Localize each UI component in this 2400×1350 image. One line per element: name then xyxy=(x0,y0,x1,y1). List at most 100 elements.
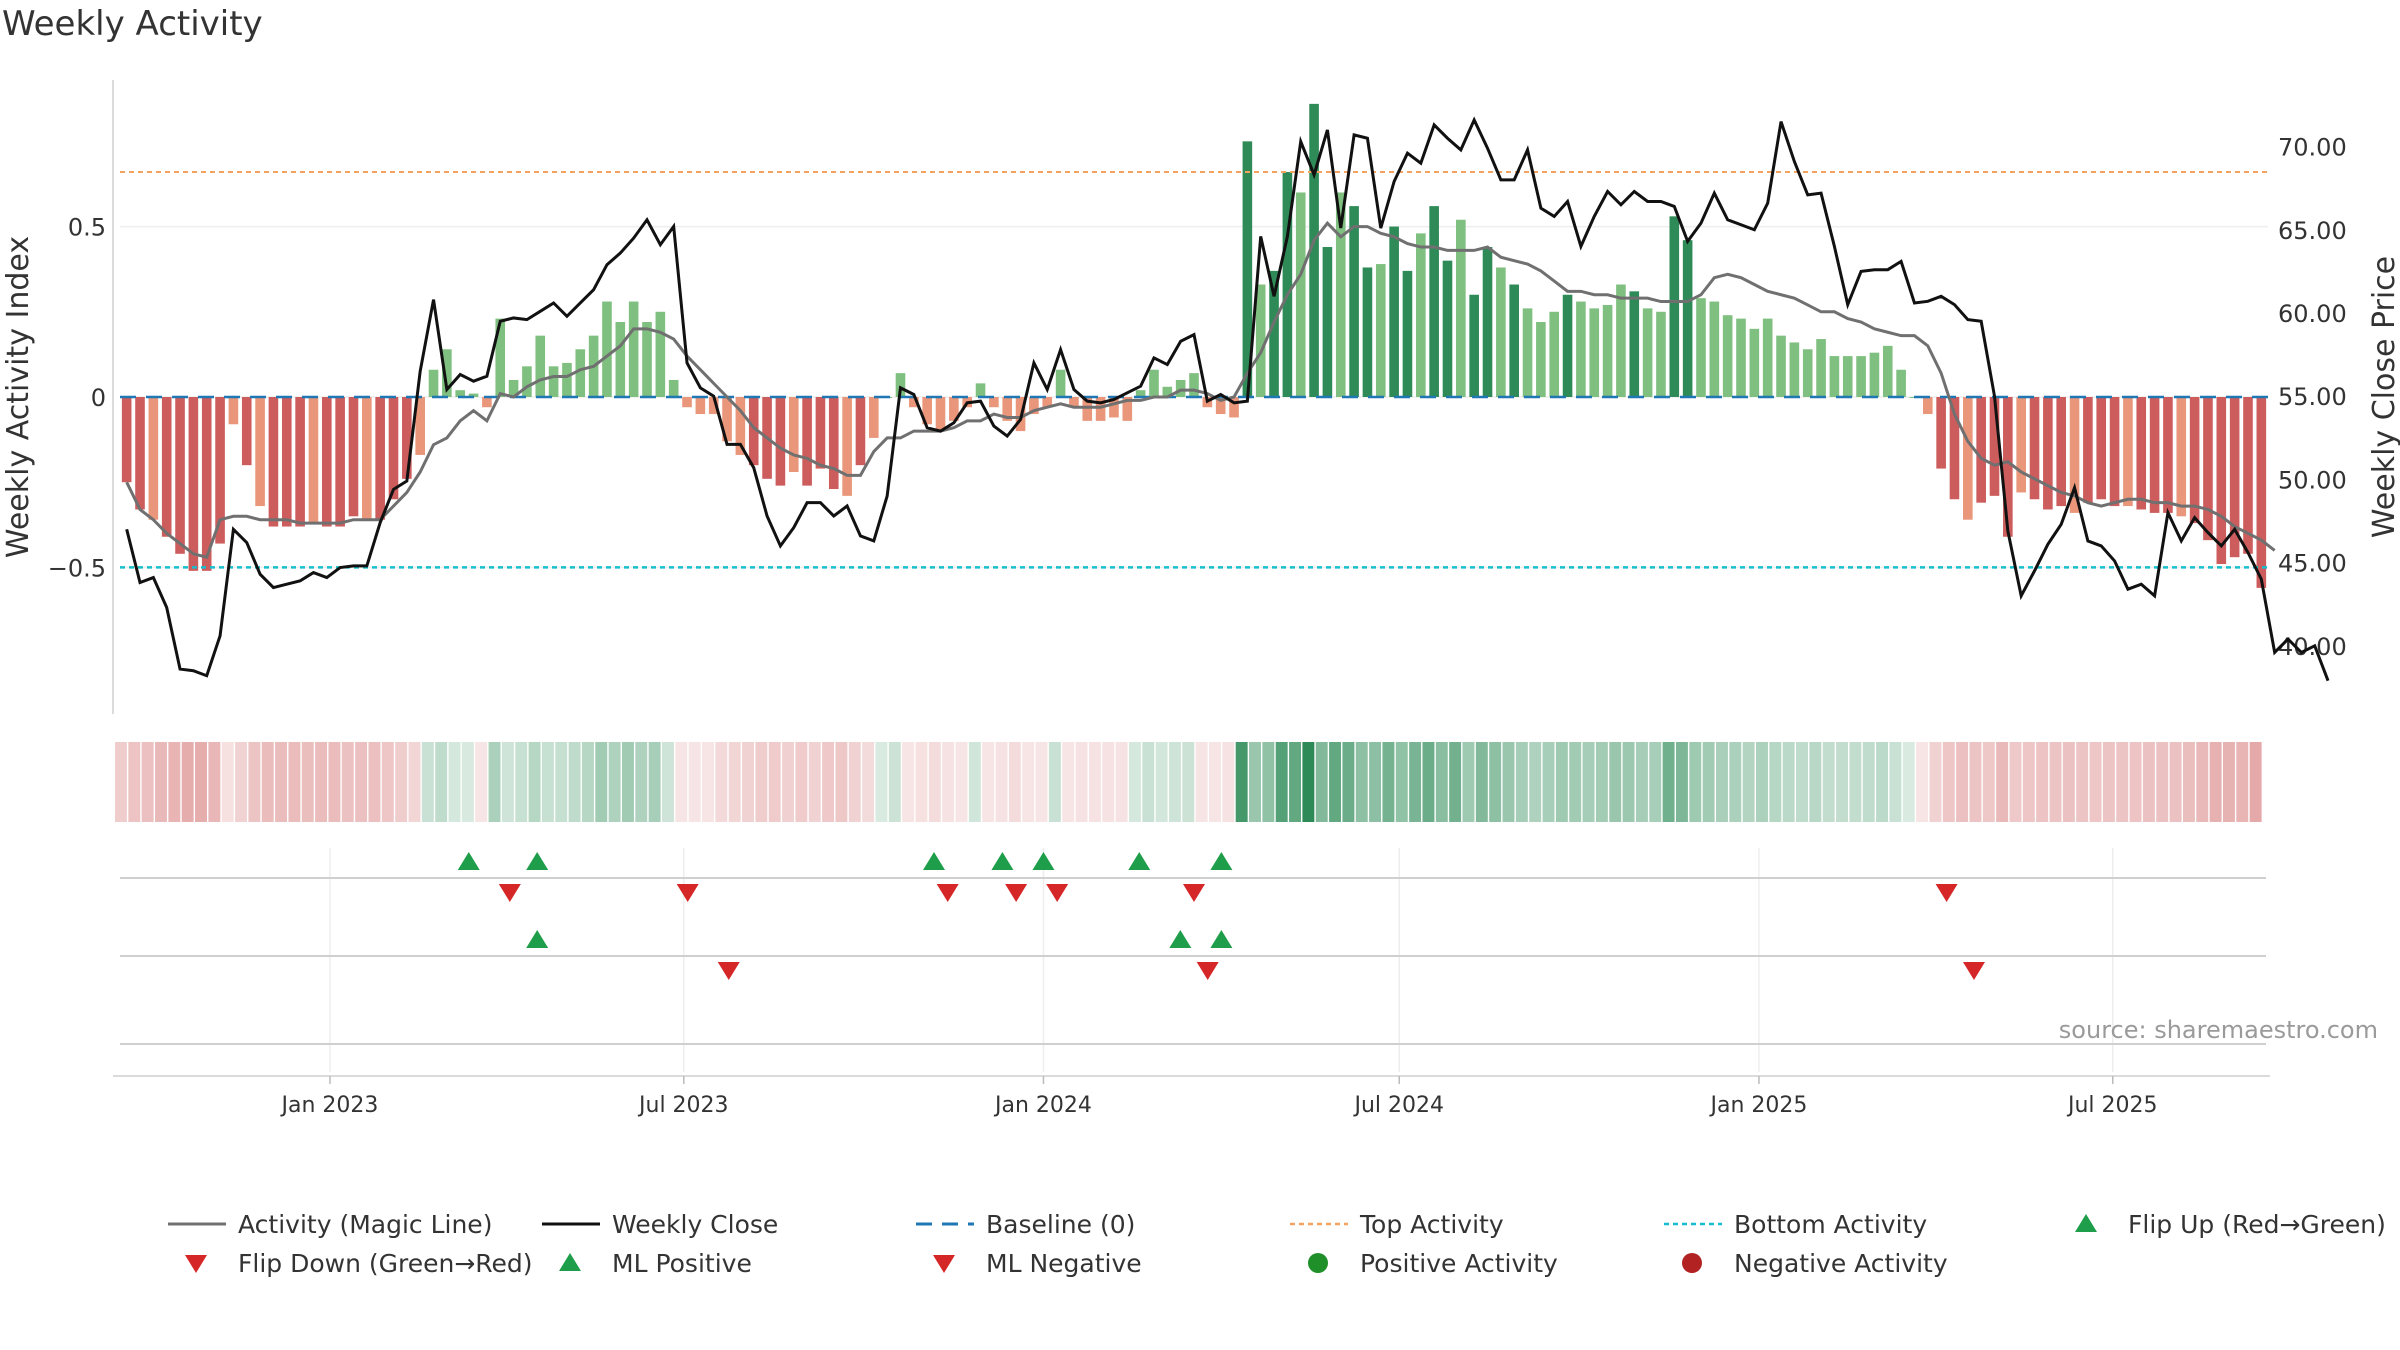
activity-bar xyxy=(2096,397,2107,500)
heat-cell xyxy=(2009,742,2022,822)
legend-label: Flip Down (Green→Red) xyxy=(238,1249,533,1278)
activity-bar xyxy=(535,335,546,397)
heat-cell xyxy=(341,742,354,822)
flip-up-marker xyxy=(1032,852,1055,870)
activity-bar xyxy=(415,397,425,455)
activity-bar xyxy=(868,397,879,438)
activity-bar xyxy=(468,393,479,397)
heat-cell xyxy=(2169,742,2182,822)
heat-cell xyxy=(1235,742,1248,822)
flip-up-marker xyxy=(526,852,549,870)
legend-label: Flip Up (Red→Green) xyxy=(2128,1210,2386,1239)
activity-bar xyxy=(735,397,746,455)
activity-bar xyxy=(215,397,225,544)
legend-item: Flip Up (Red→Green) xyxy=(2075,1210,2386,1239)
heat-cell xyxy=(541,742,554,822)
activity-bar xyxy=(668,379,679,397)
activity-bar xyxy=(1963,397,1973,520)
x-tick-label: Jul 2023 xyxy=(637,1093,729,1118)
activity-bar xyxy=(1989,397,2000,496)
activity-bar xyxy=(1842,356,1853,397)
legend-label: ML Negative xyxy=(986,1249,1142,1278)
activity-bar xyxy=(1362,267,1373,397)
heat-cell xyxy=(1409,742,1422,822)
activity-bar xyxy=(1295,192,1306,397)
activity-bar xyxy=(655,311,666,397)
activity-bar xyxy=(1029,397,1039,415)
heat-cell xyxy=(1489,742,1502,822)
flip-down-marker xyxy=(498,884,521,902)
heat-cell xyxy=(1942,742,1955,822)
heat-cell xyxy=(488,742,501,822)
activity-bar xyxy=(2243,397,2253,554)
legend-item: Activity (Magic Line) xyxy=(168,1210,492,1239)
heat-cell xyxy=(461,742,474,822)
activity-bar xyxy=(1282,172,1293,397)
heat-cell xyxy=(448,742,461,822)
activity-bar xyxy=(1549,311,1560,397)
heat-cell xyxy=(1649,742,1662,822)
heat-cell xyxy=(808,742,821,822)
heat-cell xyxy=(1168,742,1181,822)
activity-bar xyxy=(188,397,199,571)
heat-cell xyxy=(862,742,875,822)
heat-cell xyxy=(968,742,981,822)
heat-cell xyxy=(168,742,181,822)
heat-cell xyxy=(2182,742,2195,822)
y2-tick-label: 45.00 xyxy=(2278,550,2347,578)
x-tick-label: Jul 2025 xyxy=(2066,1093,2158,1118)
activity-bar xyxy=(1109,397,1119,418)
heat-cell xyxy=(1729,742,1742,822)
activity-bar xyxy=(1976,397,1986,503)
activity-bar xyxy=(1069,397,1079,408)
activity-bar xyxy=(1375,264,1386,397)
y2-tick-label: 60.00 xyxy=(2278,300,2347,328)
legend-label: Top Activity xyxy=(1359,1210,1504,1239)
heat-cell xyxy=(822,742,835,822)
activity-bar xyxy=(1589,308,1600,397)
y2-tick-label: 55.00 xyxy=(2278,383,2347,411)
activity-bar xyxy=(121,397,132,483)
activity-bar xyxy=(1829,356,1840,397)
heat-cell xyxy=(1462,742,1475,822)
heat-cell xyxy=(128,742,141,822)
activity-bar xyxy=(522,366,532,397)
y2-tick-label: 50.00 xyxy=(2278,466,2347,494)
activity-bar xyxy=(402,397,412,479)
heat-cell xyxy=(221,742,234,822)
heat-cell xyxy=(768,742,781,822)
activity-bar xyxy=(575,349,586,397)
activity-bar xyxy=(1642,308,1653,397)
heat-cell xyxy=(2036,742,2049,822)
legend-swatch xyxy=(559,1253,581,1271)
heat-cell xyxy=(1662,742,1675,822)
activity-bar xyxy=(748,397,759,466)
activity-bar xyxy=(1416,233,1426,397)
legend-item: Flip Down (Green→Red) xyxy=(185,1249,533,1278)
y-tick-label: −0.5 xyxy=(48,554,106,582)
heat-cell xyxy=(1475,742,1488,822)
activity-bar xyxy=(1255,284,1266,397)
heat-cell xyxy=(1369,742,1382,822)
heat-cell xyxy=(155,742,167,822)
activity-bar xyxy=(1776,335,1786,397)
heat-cell xyxy=(955,742,968,822)
heat-cell xyxy=(1395,742,1408,822)
heat-cell xyxy=(1075,742,1088,822)
activity-bar xyxy=(989,397,999,408)
activity-bar xyxy=(2149,397,2160,513)
heat-cell xyxy=(1956,742,1969,822)
heat-cell xyxy=(2142,742,2155,822)
y-axis-label: Weekly Activity Index xyxy=(1,236,36,558)
activity-bar xyxy=(895,373,906,397)
activity-bar xyxy=(241,397,252,466)
heat-cell xyxy=(1315,742,1328,822)
heat-cell xyxy=(1182,742,1195,822)
activity-bar xyxy=(642,322,652,397)
heat-cell xyxy=(235,742,248,822)
x-tick-label: Jan 2023 xyxy=(280,1093,379,1118)
heat-cell xyxy=(2102,742,2115,822)
activity-bar xyxy=(1309,103,1319,397)
activity-bar xyxy=(348,397,359,517)
legend-swatch xyxy=(1682,1253,1702,1273)
